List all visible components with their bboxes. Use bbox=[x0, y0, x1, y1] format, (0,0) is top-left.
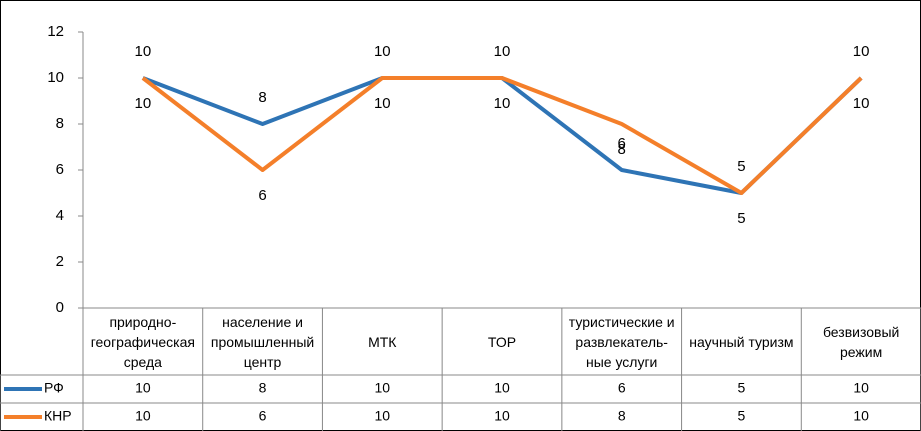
legend-label: РФ bbox=[44, 380, 64, 396]
data-label: 10 bbox=[494, 43, 511, 60]
data-label: 10 bbox=[135, 43, 152, 60]
x-tick-label: население и промышленный центр bbox=[210, 313, 315, 370]
data-label: 10 bbox=[853, 43, 870, 60]
table-value: 6 bbox=[618, 380, 626, 396]
table-value: 5 bbox=[738, 408, 746, 424]
table-value: 8 bbox=[618, 408, 626, 424]
table-value: 10 bbox=[135, 408, 151, 424]
x-tick-label: ТОР bbox=[487, 333, 517, 350]
x-tick-label: научный туризм bbox=[689, 333, 794, 350]
table-value: 5 bbox=[738, 380, 746, 396]
table-value: 10 bbox=[494, 380, 510, 396]
y-tick-label: 10 bbox=[47, 69, 64, 86]
legend-label: КНР bbox=[44, 408, 72, 424]
data-label: 10 bbox=[853, 95, 870, 112]
table-value: 8 bbox=[259, 380, 267, 396]
data-label: 10 bbox=[494, 95, 511, 112]
table-value: 10 bbox=[853, 408, 869, 424]
x-tick-label: МТК bbox=[368, 333, 397, 350]
data-label: 10 bbox=[374, 43, 391, 60]
y-tick-label: 12 bbox=[47, 23, 64, 40]
data-label: 6 bbox=[618, 135, 626, 152]
series-line bbox=[141, 76, 863, 195]
data-label: 8 bbox=[258, 89, 266, 106]
data-label: 10 bbox=[135, 95, 152, 112]
x-tick-label: безвизовый режим bbox=[822, 323, 900, 360]
table-value: 10 bbox=[853, 380, 869, 396]
x-tick-label: туристические и развлекатель- ные услуги bbox=[568, 313, 675, 370]
y-tick-label: 8 bbox=[56, 115, 64, 132]
table-value: 10 bbox=[135, 380, 151, 396]
y-tick-label: 6 bbox=[56, 161, 64, 178]
table-value: 10 bbox=[374, 408, 390, 424]
data-label: 5 bbox=[737, 210, 745, 227]
table-value: 10 bbox=[374, 380, 390, 396]
data-label: 8 bbox=[618, 141, 626, 158]
data-label: 5 bbox=[737, 158, 745, 175]
x-tick-label: природно- географическая среда bbox=[90, 313, 195, 370]
data-label: 6 bbox=[258, 187, 266, 204]
data-label: 10 bbox=[374, 95, 391, 112]
table-value: 6 bbox=[259, 408, 267, 424]
y-tick-label: 0 bbox=[56, 299, 64, 316]
y-tick-label: 4 bbox=[56, 207, 64, 224]
table-value: 10 bbox=[494, 408, 510, 424]
y-tick-label: 2 bbox=[56, 253, 64, 270]
